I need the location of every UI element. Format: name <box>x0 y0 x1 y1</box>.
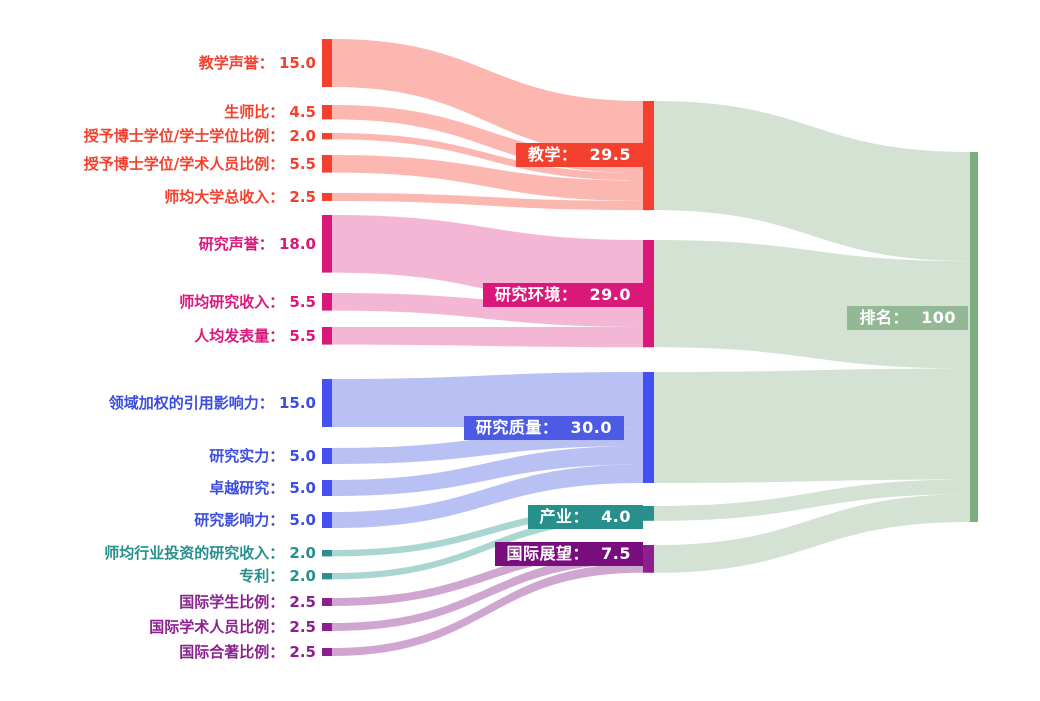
indicator-label-citation-impact: 领域加权的引用影响力： 15.0 <box>108 394 316 412</box>
sankey-node-research-quality[interactable] <box>643 372 654 483</box>
sankey-node-international-outlook[interactable] <box>643 545 654 573</box>
sankey-node-research-income[interactable] <box>322 293 332 311</box>
sankey-link-research-productivity-research-environment[interactable] <box>332 326 643 348</box>
sankey-node-doctorate-staff-ratio[interactable] <box>322 155 332 173</box>
pillar-label-teaching: 教学： 29.5 <box>515 143 643 167</box>
sankey-node-research-productivity[interactable] <box>322 327 332 345</box>
indicator-label-research-excellence: 卓越研究： 5.0 <box>209 479 316 497</box>
sankey-node-industry[interactable] <box>643 506 654 521</box>
indicator-label-student-staff-ratio: 生师比： 4.5 <box>224 103 316 122</box>
pillar-label-industry: 产业： 4.0 <box>527 505 643 529</box>
indicator-label-industry-income: 师均行业投资的研究收入： 2.0 <box>104 544 316 563</box>
sankey-link-intl-staff-international-outlook[interactable] <box>332 554 643 631</box>
sankey-node-research-reputation[interactable] <box>322 215 332 273</box>
sankey-node-citation-impact[interactable] <box>322 379 332 427</box>
indicator-label-doctorate-staff-ratio: 授予博士学位/学术人员比例： 5.5 <box>83 154 316 173</box>
indicator-label-research-income: 师均研究收入： 5.5 <box>179 292 316 311</box>
indicator-label-intl-staff: 国际学术人员比例： 2.5 <box>149 618 316 636</box>
sankey-link-institutional-income-teaching[interactable] <box>332 193 643 211</box>
sankey-link-research-income-research-environment[interactable] <box>332 293 643 327</box>
sankey-link-citation-impact-research-quality[interactable] <box>332 372 643 428</box>
indicator-label-research-productivity: 人均发表量： 5.5 <box>194 326 316 345</box>
sankey-link-research-environment-overall[interactable] <box>654 240 970 369</box>
sankey-link-doctorate-staff-ratio-teaching[interactable] <box>332 155 643 201</box>
sankey-node-teaching[interactable] <box>643 101 654 211</box>
sankey-node-industry-income[interactable] <box>322 550 332 557</box>
indicator-label-research-reputation: 研究声誉： 18.0 <box>198 234 316 253</box>
sankey-node-intl-students[interactable] <box>322 598 332 606</box>
pillar-label-overall: 排名： 100 <box>847 306 968 330</box>
sankey-node-teaching-reputation[interactable] <box>322 39 332 87</box>
sankey-link-research-excellence-research-quality[interactable] <box>332 446 643 496</box>
sankey-node-intl-staff[interactable] <box>322 623 332 631</box>
sankey-link-intl-coauthorship-international-outlook[interactable] <box>332 563 643 657</box>
indicator-label-institutional-income: 师均大学总收入： 2.5 <box>164 188 316 206</box>
sankey-link-intl-students-international-outlook[interactable] <box>332 545 643 606</box>
indicator-label-intl-coauthorship: 国际合著比例： 2.5 <box>179 643 316 661</box>
indicator-label-research-strength: 研究实力： 5.0 <box>209 447 316 465</box>
indicator-label-research-influence: 研究影响力： 5.0 <box>194 511 316 529</box>
sankey-node-patents[interactable] <box>322 573 332 580</box>
sankey-link-teaching-overall[interactable] <box>654 101 970 262</box>
indicator-label-teaching-reputation: 教学声誉： 15.0 <box>198 54 316 72</box>
sankey-link-patents-industry[interactable] <box>332 513 643 580</box>
sankey-link-international-outlook-overall[interactable] <box>654 494 970 573</box>
pillar-label-international-outlook: 国际展望： 7.5 <box>494 542 643 566</box>
indicator-label-intl-students: 国际学生比例： 2.5 <box>179 593 316 611</box>
sankey-node-institutional-income[interactable] <box>322 193 332 201</box>
sankey-link-doctorate-bachelor-ratio-teaching[interactable] <box>332 133 643 181</box>
pillar-label-research-environment: 研究环境： 29.0 <box>482 283 643 307</box>
indicator-label-doctorate-bachelor-ratio: 授予博士学位/学士学位比例： 2.0 <box>83 127 316 146</box>
sankey-node-student-staff-ratio[interactable] <box>322 105 332 120</box>
sankey-node-research-strength[interactable] <box>322 448 332 464</box>
sankey-node-research-environment[interactable] <box>643 240 654 348</box>
sankey-link-industry-income-industry[interactable] <box>332 506 643 557</box>
sankey-node-overall[interactable] <box>970 152 978 522</box>
sankey-node-research-influence[interactable] <box>322 512 332 528</box>
sankey-node-research-excellence[interactable] <box>322 480 332 496</box>
sankey-link-research-influence-research-quality[interactable] <box>332 464 643 529</box>
sankey-node-intl-coauthorship[interactable] <box>322 648 332 656</box>
sankey-link-research-quality-overall[interactable] <box>654 368 970 483</box>
pillar-label-research-quality: 研究质量： 30.0 <box>463 416 624 440</box>
sankey-link-industry-overall[interactable] <box>654 479 970 521</box>
indicator-label-patents: 专利： 2.0 <box>239 567 316 586</box>
sankey-node-doctorate-bachelor-ratio[interactable] <box>322 133 332 140</box>
sankey-link-teaching-reputation-teaching[interactable] <box>332 39 643 157</box>
